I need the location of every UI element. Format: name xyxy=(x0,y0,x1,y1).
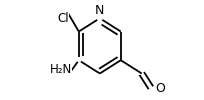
Text: Cl: Cl xyxy=(57,12,69,25)
Text: O: O xyxy=(155,82,165,96)
Text: N: N xyxy=(95,4,104,17)
Text: H₂N: H₂N xyxy=(49,63,72,76)
